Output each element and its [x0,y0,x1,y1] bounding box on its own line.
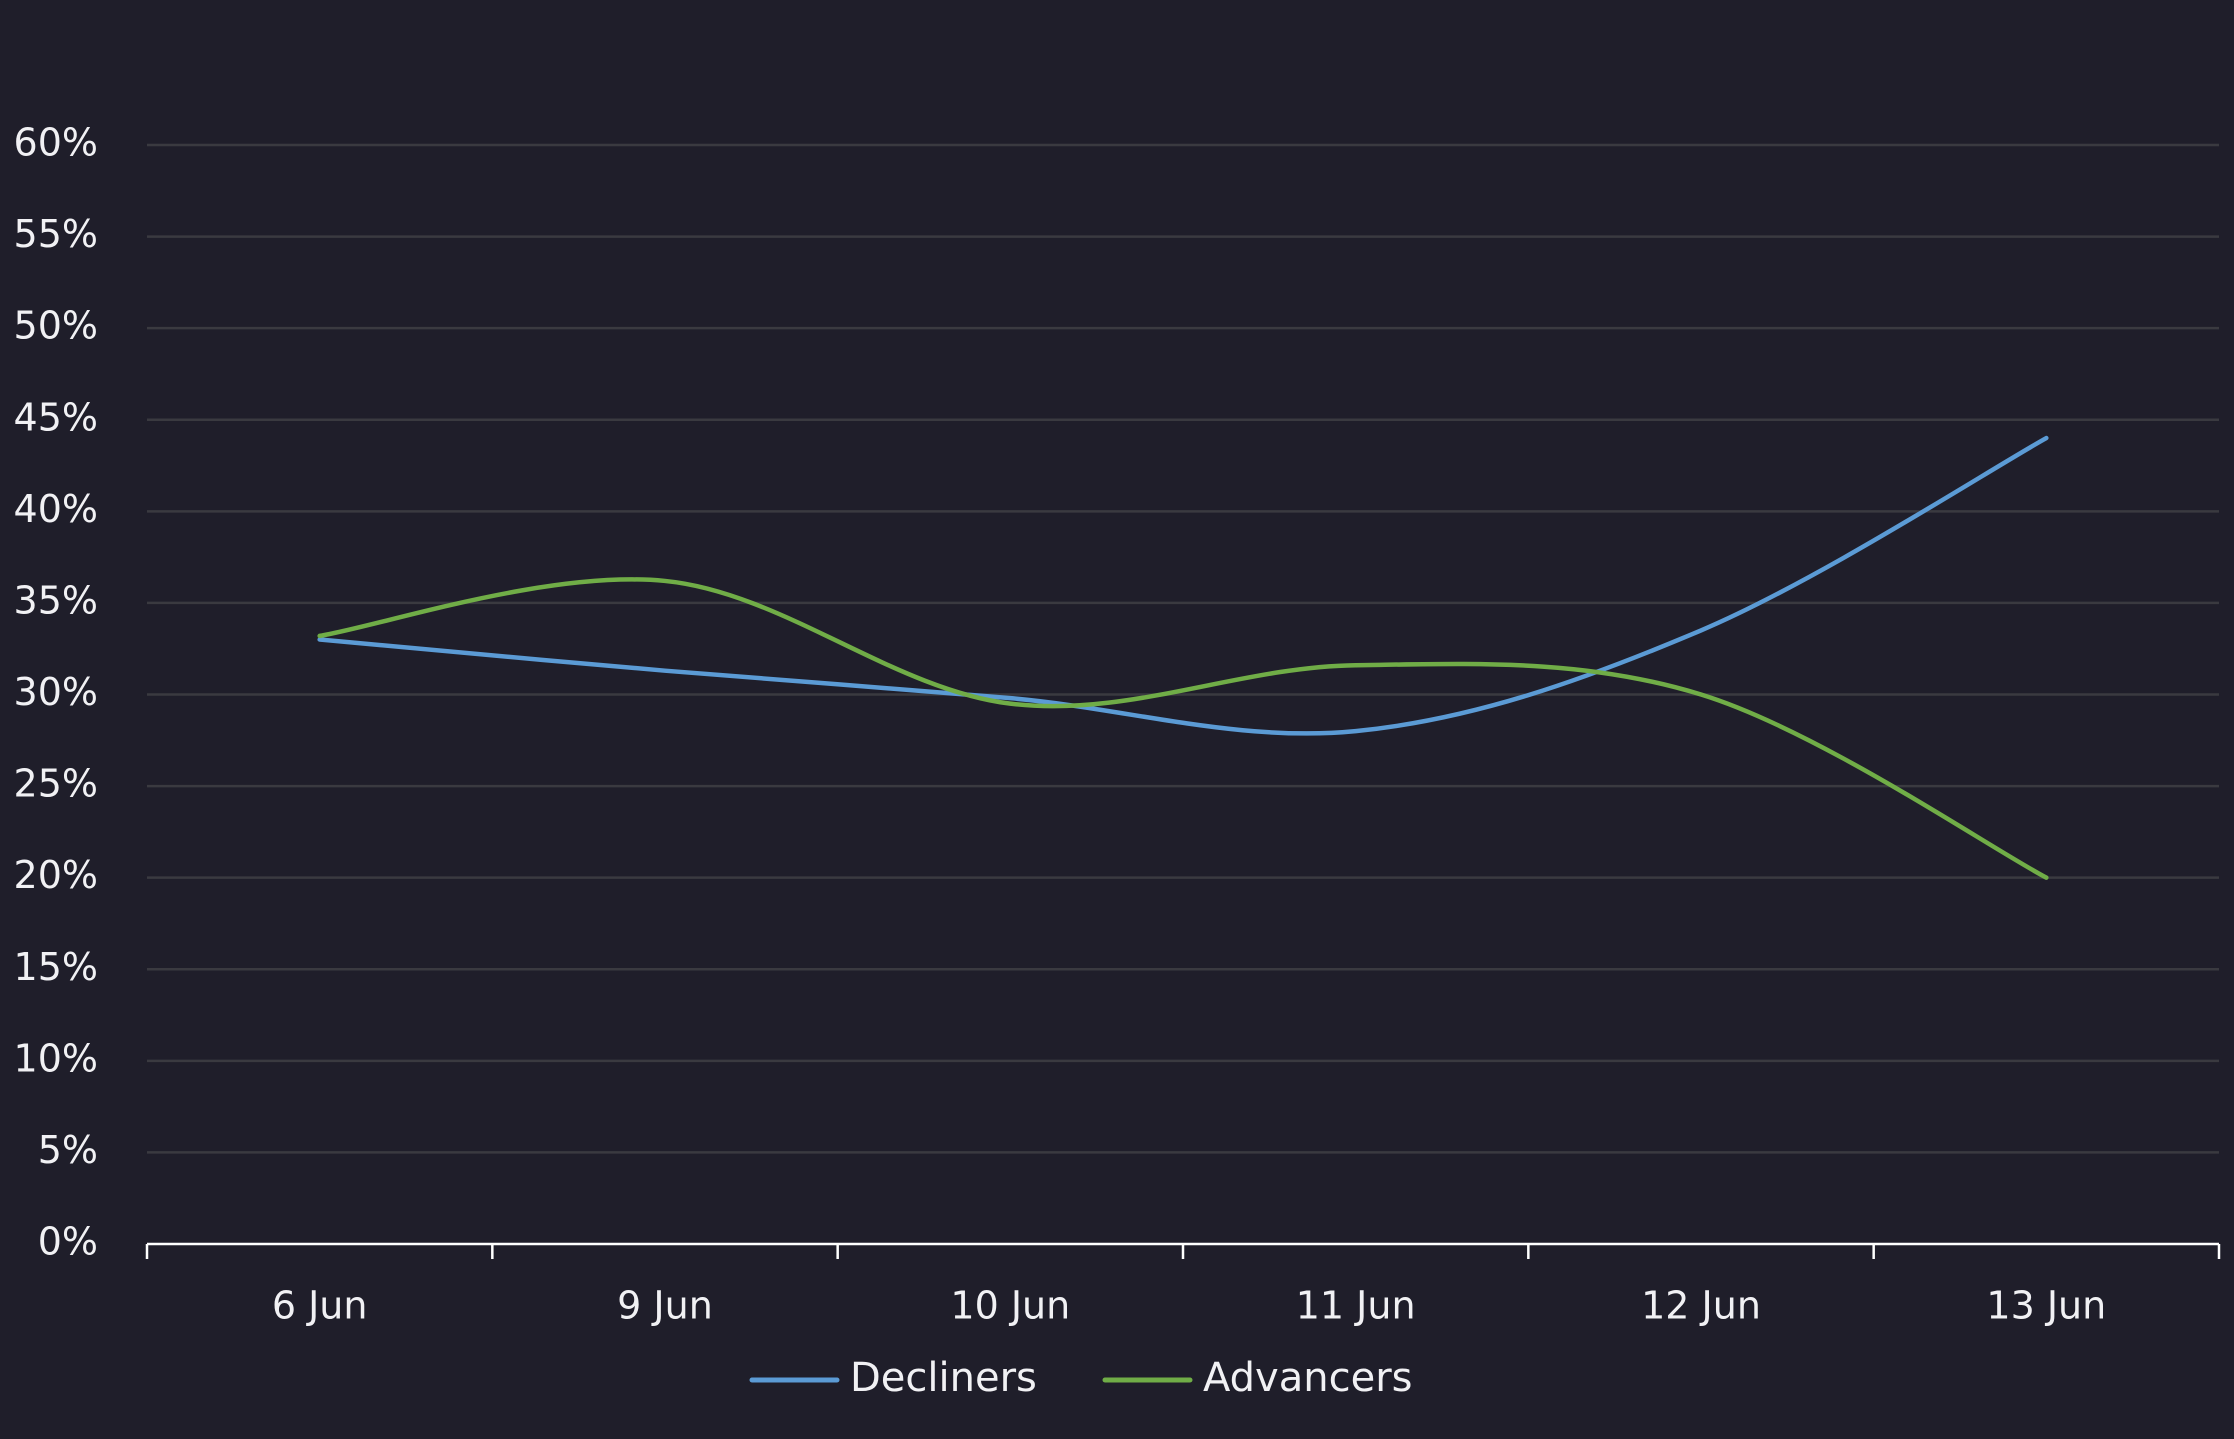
x-tick-label: 6 Jun [272,1284,368,1328]
y-tick-label: 45% [14,395,98,439]
y-tick-label: 5% [38,1128,98,1172]
y-tick-label: 0% [38,1220,98,1264]
y-tick-label: 55% [14,212,98,256]
x-tick-label: 12 Jun [1641,1284,1761,1328]
y-tick-label: 10% [14,1036,98,1080]
x-tick-label: 10 Jun [950,1284,1070,1328]
legend-label: Advancers [1203,1355,1412,1401]
x-axis: 6 Jun 9 Jun 10 Jun 11 Jun 12 Jun 13 Jun [145,1242,2221,1328]
y-tick-label: 40% [14,487,98,531]
gridlines [147,143,2219,1154]
y-tick-label: 50% [14,304,98,348]
y-tick-label: 35% [14,578,98,622]
legend-label: Decliners [850,1355,1037,1401]
series-line-decliners [317,435,2049,736]
legend: Decliners Advancers [749,1355,1412,1401]
y-axis-ticks: 0% 5% 10% 15% 20% 25% 30% 35% 40% 45% 50% 55% 60% [14,121,98,1264]
y-tick-label: 15% [14,945,98,989]
legend-item-decliners[interactable]: Decliners [749,1355,1037,1401]
x-tick-label: 11 Jun [1296,1284,1416,1328]
y-tick-label: 30% [14,670,98,714]
y-tick-label: 25% [14,762,98,806]
series-line-advancers [317,577,2049,880]
y-tick-label: 60% [14,121,98,165]
x-tick-label: 9 Jun [617,1284,713,1328]
legend-item-advancers[interactable]: Advancers [1102,1355,1412,1401]
x-tick-label: 13 Jun [1986,1284,2106,1328]
series-lines [317,435,2049,880]
y-tick-label: 20% [14,853,98,897]
